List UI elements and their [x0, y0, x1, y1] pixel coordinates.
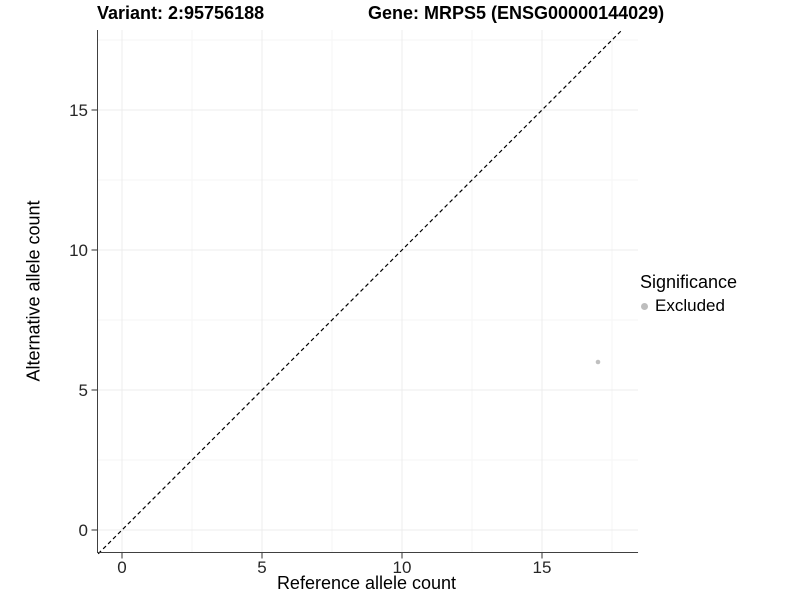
x-tick-label: 5 [257, 558, 266, 577]
y-tick-label: 10 [69, 241, 88, 260]
x-tick-label: 15 [533, 558, 552, 577]
x-tick-label: 10 [393, 558, 412, 577]
y-tick-label: 15 [69, 101, 88, 120]
y-tick-label: 5 [79, 381, 88, 400]
y-tick-label: 0 [79, 521, 88, 540]
legend-title: Significance [640, 272, 738, 292]
x-axis-title: Reference allele count [276, 573, 457, 593]
plot-title-gene: Gene: MRPS5 (ENSG00000144029) [368, 3, 665, 23]
legend-item-excluded: Excluded [640, 296, 737, 316]
legend-key-dot [641, 303, 648, 310]
x-tick-label: 0 [117, 558, 126, 577]
y-axis-title: Alternative allele count [23, 200, 44, 382]
legend-item-label: Excluded [655, 296, 725, 315]
plot-title-variant: Variant: 2:95756188 [97, 3, 265, 23]
legend: Significance Excluded [640, 271, 737, 316]
data-point [595, 359, 601, 365]
identity-line [97, 29, 623, 555]
